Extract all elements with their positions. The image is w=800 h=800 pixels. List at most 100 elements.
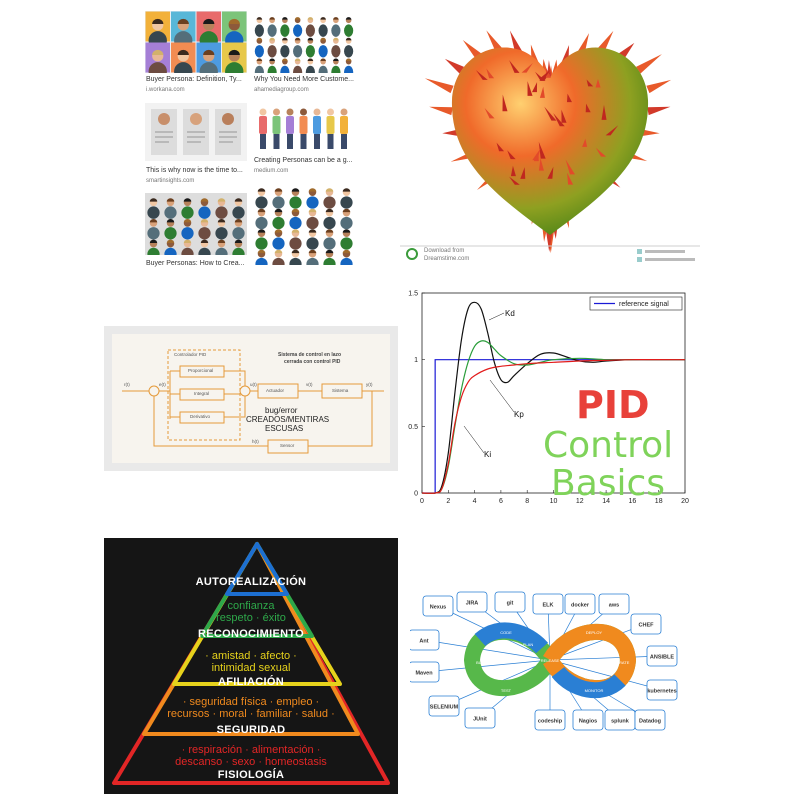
spike <box>553 113 565 127</box>
avatar-icon <box>280 58 290 79</box>
spike <box>582 138 588 147</box>
x-tick-label: 18 <box>655 498 663 505</box>
persona-thumbnail[interactable] <box>145 11 247 81</box>
spike <box>595 78 601 88</box>
plot-area <box>421 292 686 494</box>
avatar-icon <box>306 208 319 230</box>
faces-image <box>147 198 245 261</box>
avatar-icon <box>196 42 221 81</box>
persona-thumbnail[interactable] <box>145 103 247 161</box>
spike <box>532 148 541 161</box>
spike <box>646 79 672 94</box>
face-photo <box>147 218 160 240</box>
spike <box>509 30 524 57</box>
x-tick-label: 20 <box>681 498 689 505</box>
spike <box>547 166 554 179</box>
spike <box>566 93 572 103</box>
tool-name: ELK <box>543 603 554 609</box>
spike <box>636 54 662 74</box>
tool-name: Nagios <box>579 719 597 725</box>
persona-title[interactable]: Buyer Personas: How to Crea... <box>146 260 245 267</box>
tool-logo-selenium: SELENIUM <box>428 695 460 717</box>
devops-infinity-diagram: CODE BUILD TEST RELEASE DEPLOY OPERATE MONITOR… <box>410 591 678 731</box>
derivative-block: Derivativo <box>190 414 211 419</box>
diagram-heading: cerrada con control PID <box>284 359 341 365</box>
avatar-grid-image <box>255 188 353 270</box>
avatar-icon <box>289 249 302 270</box>
tool-name: ANSIBLE <box>650 655 674 661</box>
x-tick-label: 16 <box>629 498 637 505</box>
level-items-seguridad: · seguridad física · empleo · <box>182 696 320 708</box>
integral-block: Integral <box>194 391 210 396</box>
tool-logo-kubernetes: kubernetes <box>646 679 678 701</box>
phase-label: PLAN <box>523 642 534 647</box>
spike <box>597 30 614 54</box>
proportional-block: Proporcional <box>188 368 214 373</box>
phase-label: DEPLOY <box>586 630 603 635</box>
avatar-icon <box>318 58 328 79</box>
level-items-afiliacion: intimidad sexual <box>211 662 291 674</box>
series-label-ki: Ki <box>484 450 491 459</box>
persona-title[interactable]: This is why now is the time to... <box>146 167 243 174</box>
spike <box>565 159 575 175</box>
tool-name: kubernetes <box>647 689 676 695</box>
face-photo <box>181 239 194 261</box>
face-photo <box>198 239 211 261</box>
x-tick-label: 4 <box>473 498 477 505</box>
spike <box>544 106 557 121</box>
heart-panel: Download from Dreamstime.com <box>400 0 700 270</box>
face-photo <box>181 198 194 219</box>
persona-thumbnail[interactable] <box>253 103 355 153</box>
persona-source: ahamediagroup.com <box>254 87 309 93</box>
maslow-panel: AUTOREALIZACIÓN confianza respeto · éxit… <box>104 538 398 794</box>
signal-u: u(t) <box>250 382 257 387</box>
block-diagram-panel: Controlador PID Proporcional Integral De… <box>104 326 398 471</box>
face-photo <box>198 218 211 240</box>
avatar-icon <box>340 249 353 270</box>
connector-line <box>549 659 663 691</box>
spike <box>510 165 516 177</box>
face-photo <box>147 198 160 219</box>
persona-title[interactable]: Buyer Persona: Definition, Ty... <box>146 76 242 83</box>
avatar-grid-image <box>254 17 354 79</box>
avatar-icon <box>293 58 303 79</box>
avatar-icon <box>255 188 268 209</box>
persona-title[interactable]: Creating Personas can be a g... <box>254 157 353 164</box>
level-items-reconocimiento: confianza <box>227 600 275 612</box>
tool-logo-nexus: Nexus <box>422 595 454 617</box>
level-title-afiliacion: AFILIACIÓN <box>218 676 284 688</box>
face-photo <box>198 198 211 219</box>
connector-line <box>423 639 551 661</box>
avatar-icon <box>289 229 302 250</box>
avatar-icon <box>267 37 277 58</box>
tool-logo-maven: Maven <box>410 661 440 683</box>
avatar-icon <box>323 249 336 270</box>
person-figure <box>272 108 281 149</box>
avatar-icon <box>344 58 354 79</box>
spike <box>561 109 567 123</box>
signal-e: e(t) <box>159 382 166 387</box>
series-line-ki <box>421 359 686 494</box>
persona-thumbnail[interactable] <box>253 11 355 79</box>
phase-label: RELEASE <box>541 658 560 663</box>
face-photo <box>164 218 177 240</box>
basics-title: Basics <box>551 463 666 504</box>
tool-name: JUnit <box>473 717 487 723</box>
spike <box>429 106 453 116</box>
avatar-icon <box>344 37 354 58</box>
annotation-text: CREADOS/MENTIRAS <box>246 415 330 424</box>
persona-title[interactable]: Why You Need More Custome... <box>254 76 354 83</box>
spiky-heart-image <box>400 30 700 262</box>
persona-thumbnail[interactable] <box>145 193 247 261</box>
face-photo <box>181 218 194 240</box>
avatar-icon <box>254 37 264 58</box>
level-items-afiliacion: · amistad · afecto · <box>205 650 297 662</box>
persona-thumbnail[interactable] <box>253 183 355 270</box>
phase-label: CODE <box>500 630 512 635</box>
face-photo <box>164 239 177 261</box>
system-block: Sistema <box>332 388 349 393</box>
avatar-icon <box>306 188 319 209</box>
avatar-grid-image <box>145 11 247 81</box>
tool-name: aws <box>609 603 619 609</box>
tool-logo-datadog: Datadog <box>634 709 666 731</box>
